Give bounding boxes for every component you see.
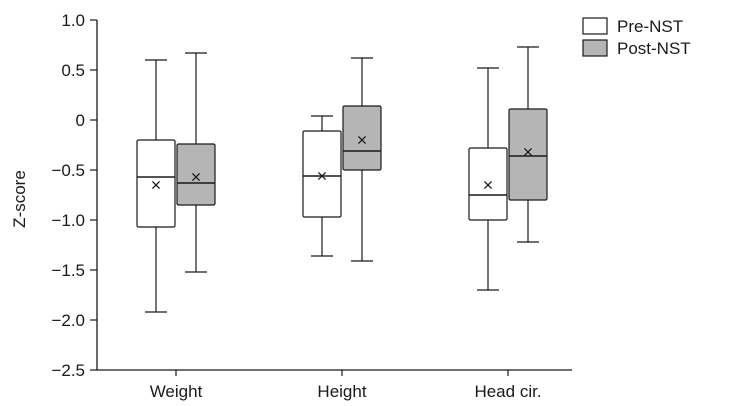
axes-group: 1.0 0.5 0 −0.5 −1.0 −1.5 −2.0 −2.5 Weight Height H… [51, 11, 572, 401]
iqr-box [508, 108, 548, 201]
iqr-box [468, 147, 508, 221]
y-tick-label: −2.5 [51, 361, 85, 380]
mean-marker-stroke [191, 172, 201, 182]
box-pre-nst-weight [136, 59, 176, 313]
iqr-box [342, 105, 382, 171]
iqr-box [176, 143, 216, 206]
y-tick-label: −1.0 [51, 211, 85, 230]
y-tick-label: −0.5 [51, 161, 85, 180]
y-tick-label: −2.0 [51, 311, 85, 330]
y-axis-title: Z-score [10, 170, 29, 228]
mean-marker-stroke [483, 180, 493, 190]
box-post-nst-head-cir [508, 46, 548, 243]
legend-label: Pre-NST [617, 17, 683, 36]
iqr-box [302, 130, 342, 218]
iqr-box [136, 139, 176, 228]
mean-marker [151, 180, 161, 190]
legend-label: Post-NST [617, 39, 691, 58]
legend: Pre-NST Post-NST [582, 17, 691, 58]
mean-marker-stroke [357, 135, 367, 145]
legend-item-pre-nst: Pre-NST [582, 17, 683, 36]
box-pre-nst-height [302, 115, 342, 257]
mean-marker-stroke [317, 171, 327, 181]
mean-marker-stroke [523, 147, 533, 157]
legend-item-post-nst: Post-NST [582, 39, 691, 58]
legend-swatch [582, 39, 608, 57]
mean-marker [191, 172, 201, 182]
x-tick-label: Height [317, 382, 366, 401]
mean-marker [483, 180, 493, 190]
boxes-group [136, 46, 548, 313]
y-tick-label: 1.0 [61, 11, 85, 30]
mean-marker-stroke [151, 180, 161, 190]
box-post-nst-weight [176, 52, 216, 273]
mean-marker [523, 147, 533, 157]
y-tick-label: 0.5 [61, 61, 85, 80]
x-tick-label: Weight [150, 382, 203, 401]
box-post-nst-height [342, 57, 382, 262]
legend-swatch [582, 17, 608, 35]
y-tick-label: −1.5 [51, 261, 85, 280]
mean-marker [357, 135, 367, 145]
x-tick-label: Head cir. [474, 382, 541, 401]
mean-marker [317, 171, 327, 181]
y-tick-label: 0 [76, 111, 85, 130]
box-pre-nst-head-cir [468, 67, 508, 291]
